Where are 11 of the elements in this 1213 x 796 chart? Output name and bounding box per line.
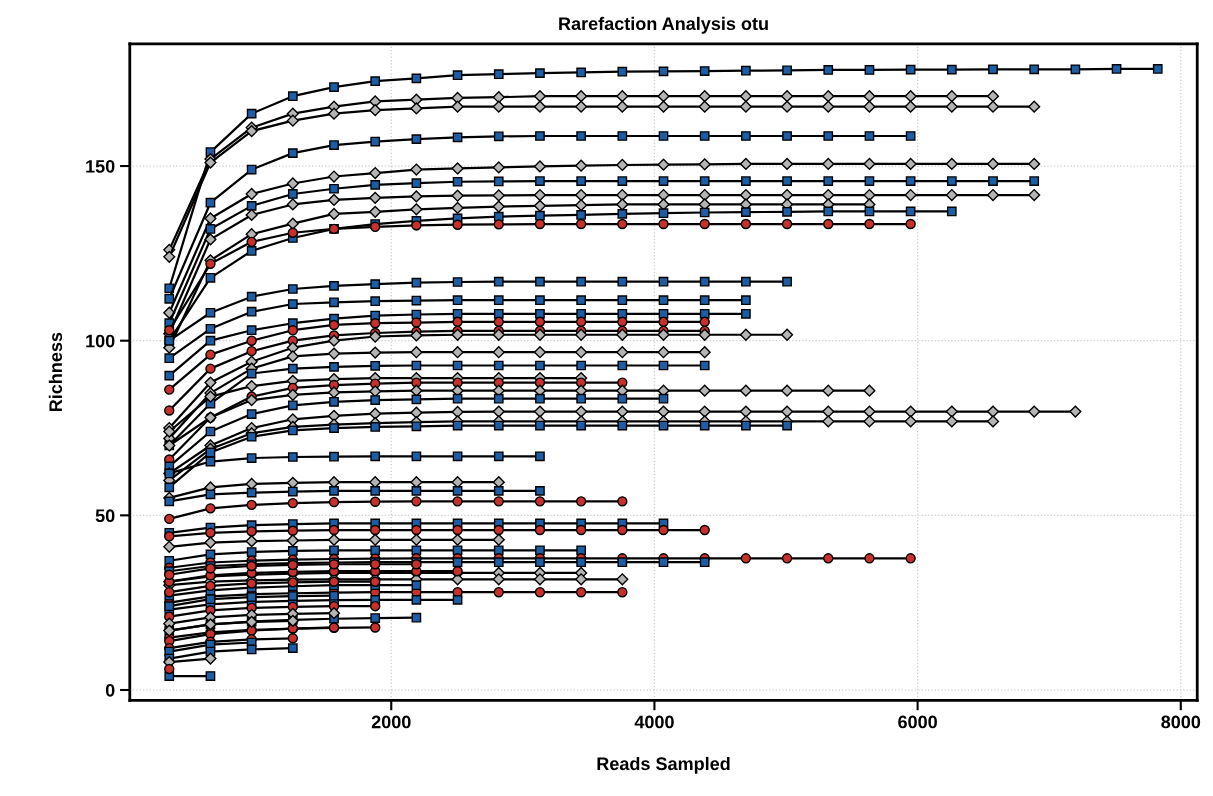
x-tick-label: 2000 <box>371 715 411 729</box>
x-tick-label: 4000 <box>634 715 674 729</box>
y-tick-label: 100 <box>86 334 115 348</box>
y-tick-label: 0 <box>105 683 115 697</box>
x-axis-title: Reads Sampled <box>597 756 730 774</box>
x-tick-label: 8000 <box>1161 715 1201 729</box>
y-axis-title: Richness <box>48 332 63 412</box>
y-tick-label: 150 <box>86 159 115 173</box>
x-tick-label: 6000 <box>898 715 937 729</box>
chart-title: Rarefaction Analysis otu <box>559 16 768 34</box>
y-tick-label: 50 <box>95 509 115 523</box>
